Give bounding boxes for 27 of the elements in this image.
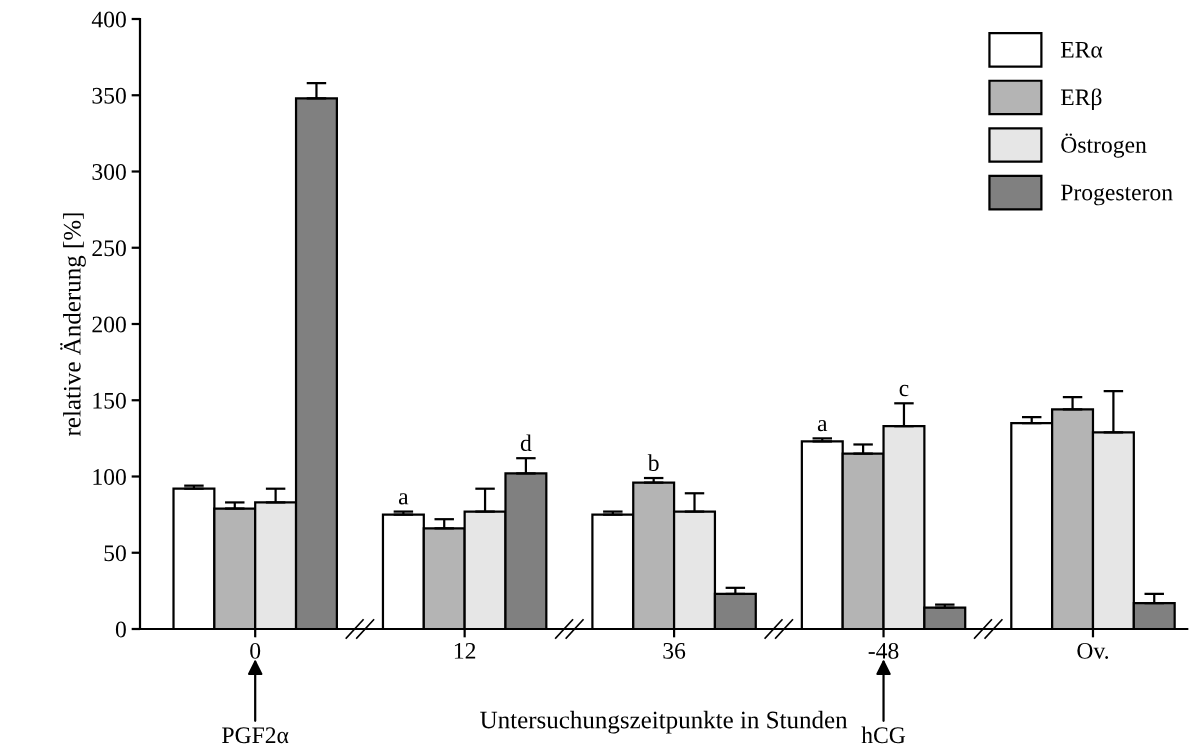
- legend-label: Progesteron: [1060, 184, 1173, 206]
- x-tick-label: -48: [868, 642, 899, 659]
- y-tick-label: 150: [93, 392, 126, 409]
- y-tick-label: 0: [115, 621, 126, 638]
- y-tick-label: 50: [104, 545, 126, 562]
- text: hCG: [861, 726, 906, 744]
- text: PGF2α: [222, 727, 289, 744]
- annotation: a: [398, 493, 409, 505]
- legend-label: Östrogen: [1061, 133, 1147, 158]
- annotation: d: [520, 434, 532, 452]
- y-tick-label: 100: [93, 468, 126, 485]
- y-tick-label: 350: [92, 87, 126, 104]
- x-tick-label: 0: [250, 642, 261, 659]
- x-tick-label: 12: [454, 642, 476, 659]
- y-tick-label: 300: [92, 163, 126, 180]
- annotation: a: [817, 419, 828, 432]
- annotation: c: [899, 384, 909, 397]
- y-tick-label: 250: [92, 240, 126, 257]
- y-tick-label: 200: [92, 316, 126, 333]
- annotation: b: [647, 454, 659, 471]
- x-tick-label: 36: [663, 642, 686, 659]
- x-axis-title: Untersuchungszeitpunkte in Stunden: [480, 710, 848, 734]
- y-tick-label: 400: [91, 11, 126, 28]
- legend-label: ERα: [1060, 42, 1103, 58]
- y-axis-title: relative Änderung [%]: [60, 213, 86, 436]
- x-tick-label: Ov.: [1077, 642, 1109, 659]
- legend-label: ERβ: [1060, 88, 1102, 111]
